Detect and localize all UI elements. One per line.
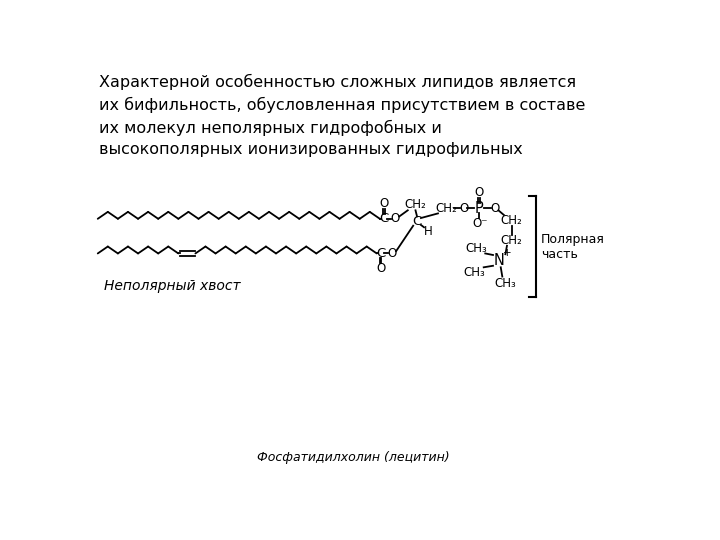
Text: CH₂: CH₂ <box>436 201 457 214</box>
Text: O: O <box>459 201 468 214</box>
Text: O: O <box>474 186 484 199</box>
Text: +: + <box>503 248 511 258</box>
Text: CH₃: CH₃ <box>464 266 485 279</box>
Text: C: C <box>413 215 422 228</box>
Text: O⁻: O⁻ <box>473 217 488 230</box>
Text: Неполярный хвост: Неполярный хвост <box>104 279 240 293</box>
Text: O: O <box>379 197 388 210</box>
Text: P: P <box>474 200 483 215</box>
Text: N: N <box>494 253 505 268</box>
Text: Полярная
часть: Полярная часть <box>541 233 605 260</box>
Text: O: O <box>376 262 385 275</box>
Text: O: O <box>490 201 499 214</box>
Text: O: O <box>387 247 397 260</box>
Text: CH₂: CH₂ <box>500 234 523 247</box>
Text: C: C <box>376 247 385 260</box>
Text: Фосфатидилхолин (лецитин): Фосфатидилхолин (лецитин) <box>257 451 450 464</box>
Text: Характерной особенностью сложных липидов является
их бифильность, обусловленная : Характерной особенностью сложных липидов… <box>99 74 585 157</box>
Text: O: O <box>391 212 400 225</box>
Text: CH₃: CH₃ <box>495 277 516 290</box>
Text: CH₃: CH₃ <box>465 241 487 254</box>
Text: H: H <box>423 225 432 238</box>
Text: CH₂: CH₂ <box>500 214 523 227</box>
Text: CH₂: CH₂ <box>405 198 426 212</box>
Text: C: C <box>379 212 388 225</box>
